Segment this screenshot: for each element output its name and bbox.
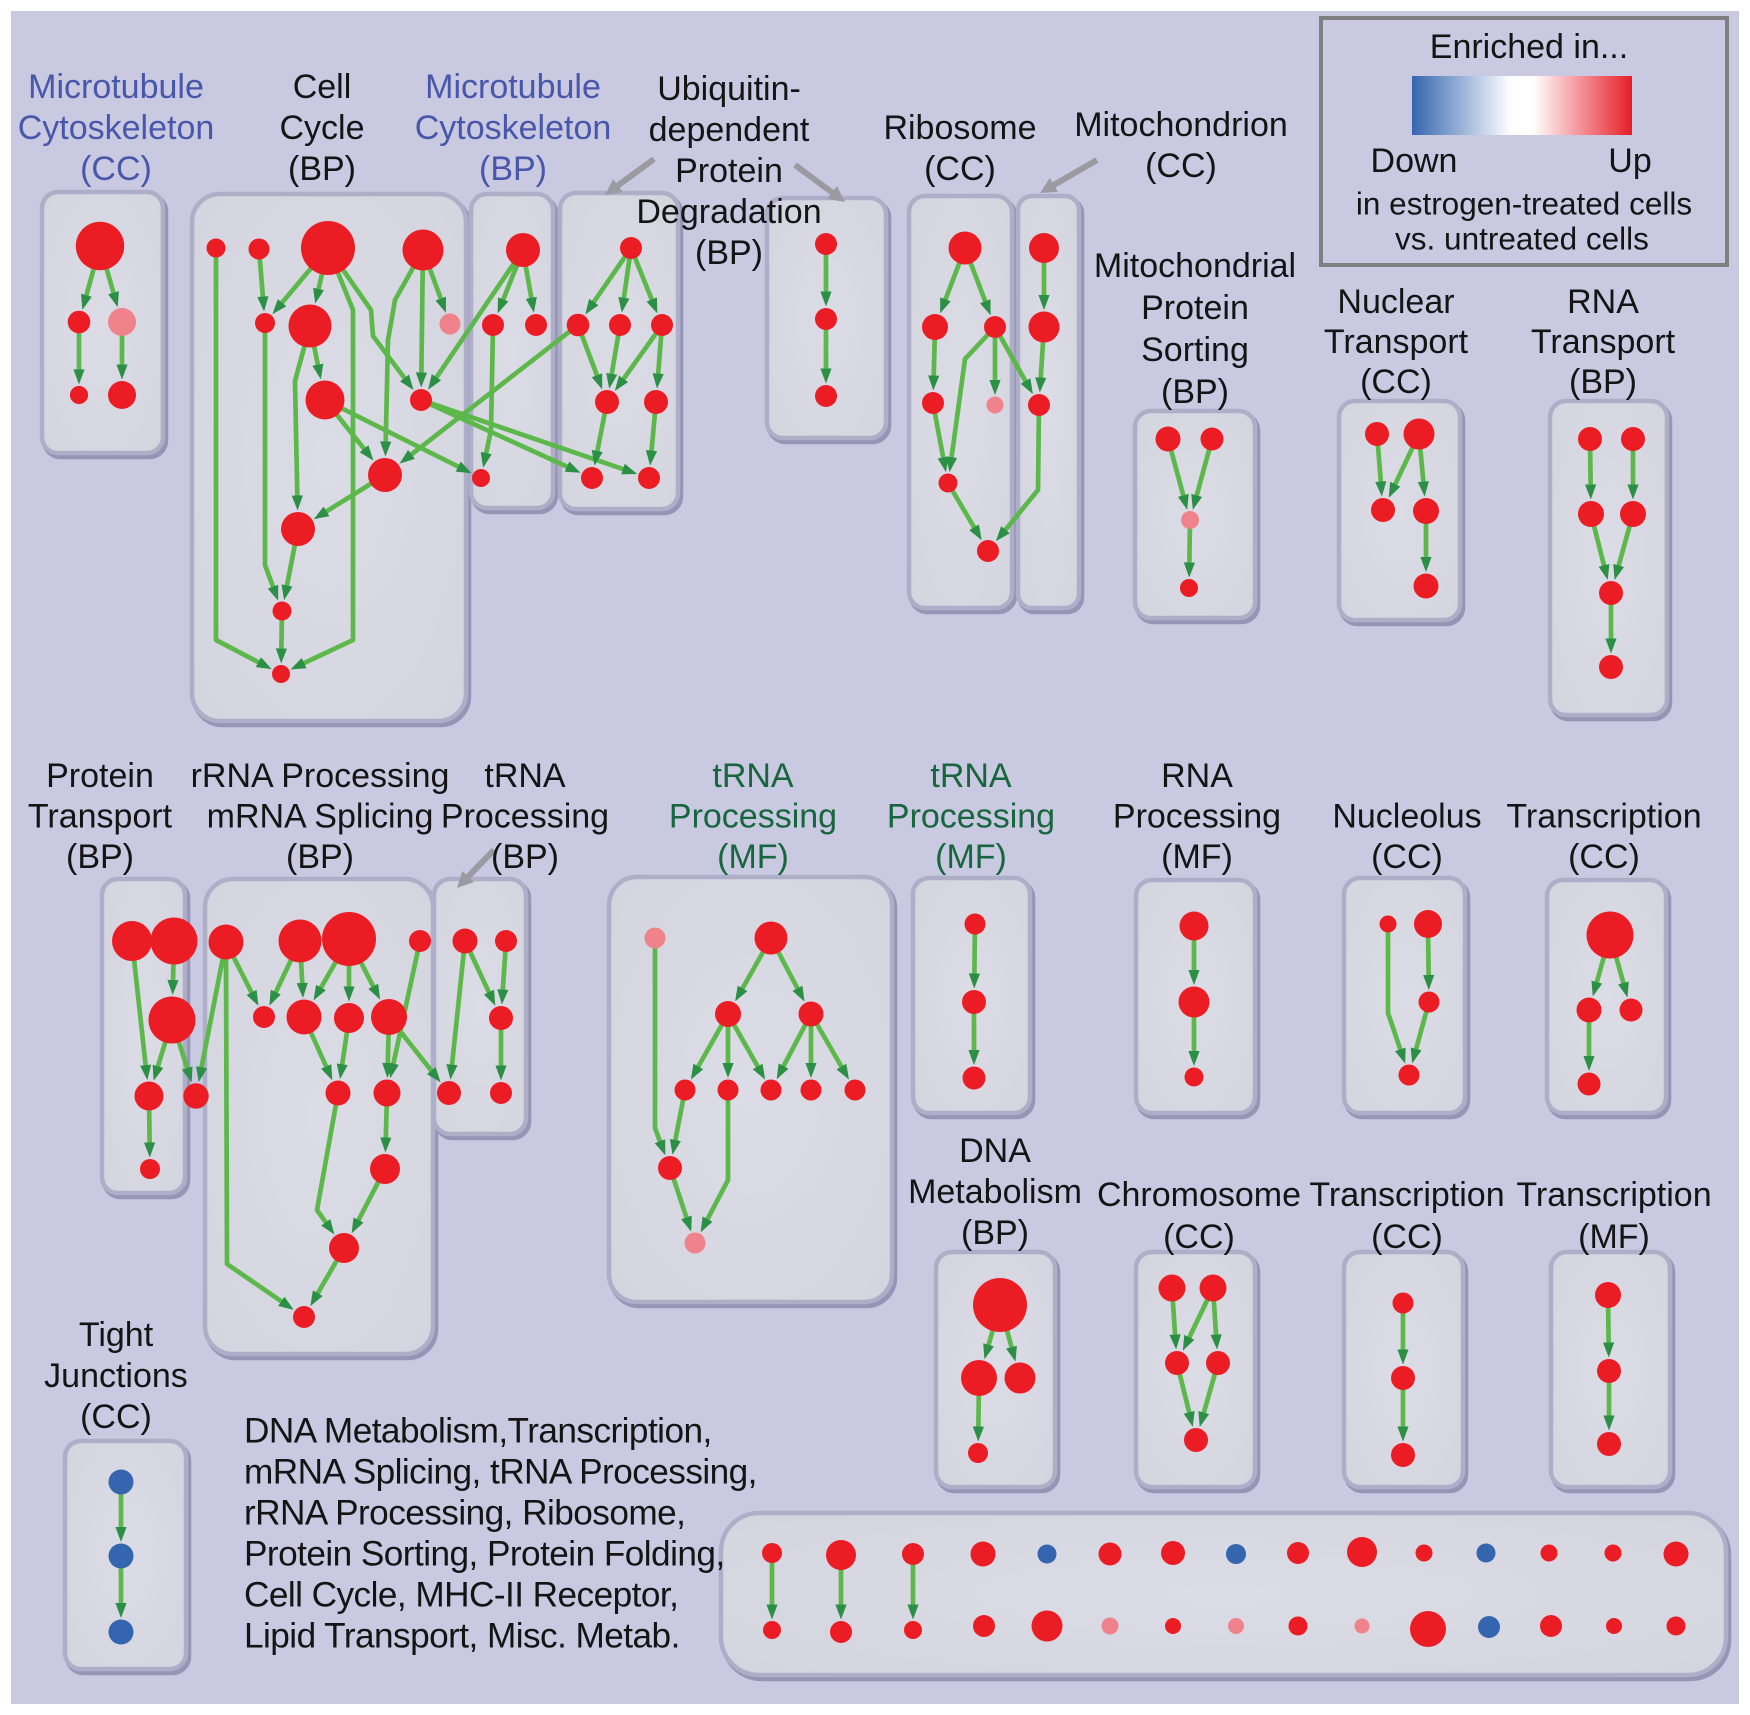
svg-text:Transport: Transport [28, 797, 173, 835]
svg-text:(BP): (BP) [1569, 363, 1637, 401]
svg-text:(MF): (MF) [717, 838, 789, 876]
svg-text:rRNA Processing: rRNA Processing [191, 757, 450, 795]
svg-text:(CC): (CC) [1360, 363, 1432, 401]
svg-text:Transport: Transport [1324, 323, 1469, 361]
svg-text:Protein: Protein [1141, 289, 1249, 327]
svg-text:DNA Metabolism,Transcription,: DNA Metabolism,Transcription, [244, 1411, 712, 1450]
svg-text:mRNA Splicing, tRNA Processing: mRNA Splicing, tRNA Processing, [244, 1452, 757, 1491]
svg-text:(CC): (CC) [1568, 838, 1640, 876]
svg-text:(CC): (CC) [1163, 1218, 1235, 1256]
svg-text:Nuclear: Nuclear [1337, 283, 1454, 321]
svg-text:Sorting: Sorting [1141, 331, 1249, 369]
svg-text:Cell Cycle, MHC-II Receptor,: Cell Cycle, MHC-II Receptor, [244, 1575, 678, 1614]
svg-text:DNA: DNA [959, 1132, 1031, 1170]
svg-text:Protein: Protein [46, 757, 154, 795]
svg-text:(BP): (BP) [66, 838, 134, 876]
svg-text:rRNA Processing, Ribosome,: rRNA Processing, Ribosome, [244, 1493, 685, 1532]
svg-text:(BP): (BP) [288, 150, 356, 188]
svg-text:Transcription: Transcription [1506, 797, 1701, 835]
svg-text:Junctions: Junctions [44, 1357, 188, 1395]
svg-text:Cytoskeleton: Cytoskeleton [415, 109, 612, 147]
svg-text:RNA: RNA [1161, 757, 1233, 795]
svg-text:mRNA Splicing: mRNA Splicing [207, 797, 434, 835]
svg-text:tRNA: tRNA [712, 757, 794, 795]
svg-text:vs. untreated cells: vs. untreated cells [1395, 220, 1649, 256]
svg-text:Metabolism: Metabolism [908, 1173, 1082, 1211]
svg-text:RNA: RNA [1567, 283, 1639, 321]
svg-text:Ribosome: Ribosome [883, 109, 1036, 147]
svg-text:Protein Sorting, Protein Foldi: Protein Sorting, Protein Folding, [244, 1534, 725, 1573]
svg-text:Cytoskeleton: Cytoskeleton [18, 109, 215, 147]
svg-text:(CC): (CC) [924, 150, 996, 188]
svg-text:Cell: Cell [293, 68, 352, 106]
svg-text:Cycle: Cycle [279, 109, 364, 147]
svg-text:(MF): (MF) [935, 838, 1007, 876]
svg-text:(BP): (BP) [961, 1214, 1029, 1252]
svg-text:Processing: Processing [887, 797, 1055, 835]
svg-text:(MF): (MF) [1578, 1218, 1650, 1256]
svg-text:(CC): (CC) [80, 150, 152, 188]
svg-text:Processing: Processing [441, 797, 609, 835]
svg-text:Transcription: Transcription [1516, 1176, 1711, 1214]
svg-text:in estrogen-treated cells: in estrogen-treated cells [1356, 185, 1692, 221]
svg-text:(CC): (CC) [80, 1398, 152, 1436]
svg-text:(BP): (BP) [1161, 373, 1229, 411]
svg-text:Microtubule: Microtubule [28, 68, 204, 106]
svg-text:tRNA: tRNA [930, 757, 1012, 795]
svg-text:Chromosome: Chromosome [1097, 1176, 1301, 1214]
svg-text:Enriched in...: Enriched in... [1430, 28, 1628, 66]
svg-text:Ubiquitin-: Ubiquitin- [657, 70, 801, 108]
svg-text:(BP): (BP) [286, 838, 354, 876]
svg-text:(CC): (CC) [1371, 1218, 1443, 1256]
svg-text:dependent: dependent [649, 111, 810, 149]
svg-text:tRNA: tRNA [484, 757, 566, 795]
svg-text:Degradation: Degradation [636, 193, 821, 231]
svg-text:(MF): (MF) [1161, 838, 1233, 876]
svg-text:(BP): (BP) [695, 234, 763, 272]
svg-text:Microtubule: Microtubule [425, 68, 601, 106]
svg-text:Transcription: Transcription [1309, 1176, 1504, 1214]
svg-text:Tight: Tight [79, 1316, 154, 1354]
svg-text:Transport: Transport [1531, 323, 1676, 361]
svg-text:Mitochondrial: Mitochondrial [1094, 247, 1296, 285]
svg-text:Mitochondrion: Mitochondrion [1074, 106, 1288, 144]
svg-text:Nucleolus: Nucleolus [1332, 797, 1481, 835]
svg-text:Lipid Transport, Misc. Metab.: Lipid Transport, Misc. Metab. [244, 1616, 680, 1655]
svg-text:(CC): (CC) [1145, 147, 1217, 185]
svg-text:Protein: Protein [675, 152, 783, 190]
svg-text:Processing: Processing [1113, 797, 1281, 835]
svg-text:(BP): (BP) [479, 150, 547, 188]
svg-text:(BP): (BP) [491, 838, 559, 876]
svg-text:(CC): (CC) [1371, 838, 1443, 876]
svg-text:Processing: Processing [669, 797, 837, 835]
svg-text:Down: Down [1371, 142, 1458, 180]
svg-text:Up: Up [1608, 142, 1651, 180]
